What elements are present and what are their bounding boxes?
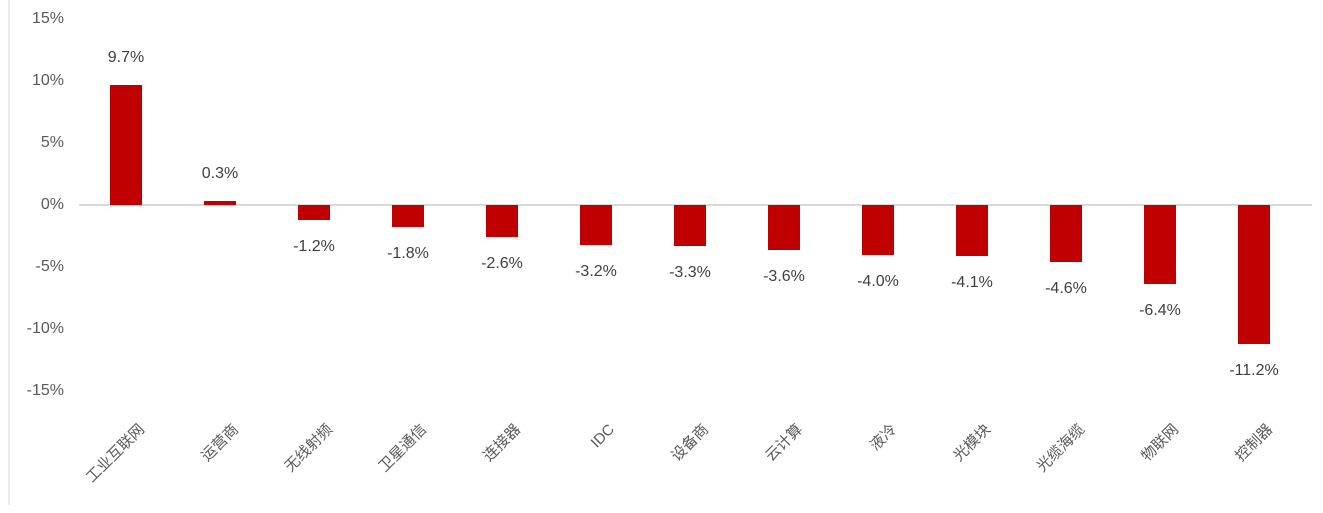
x-axis-category-label: 工业互联网 — [82, 421, 149, 487]
data-label: -4.6% — [1045, 280, 1087, 298]
x-axis-category-label: 卫星通信 — [375, 421, 431, 476]
x-axis-category-label: 液冷 — [866, 421, 901, 455]
y-axis-tick-label: -15% — [26, 382, 64, 399]
bar — [298, 205, 330, 220]
bar — [110, 84, 142, 205]
bar — [1144, 205, 1176, 285]
data-label: -3.6% — [763, 267, 805, 285]
data-label: 0.3% — [201, 165, 239, 183]
bar — [956, 205, 988, 256]
y-axis-tick-label: -5% — [35, 258, 64, 275]
x-axis-category-label: 控制器 — [1232, 421, 1277, 465]
x-axis-category-label: 光模块 — [950, 421, 995, 465]
y-axis-tick-label: 10% — [31, 72, 64, 89]
bar — [674, 205, 706, 246]
x-axis-category-label: 连接器 — [480, 421, 525, 465]
bar — [862, 205, 894, 255]
data-label: 9.7% — [107, 48, 145, 66]
x-axis-category-label: IDC — [587, 421, 619, 452]
data-label: -2.6% — [481, 255, 523, 273]
y-axis-tick-label: -10% — [26, 320, 64, 337]
data-label: -3.3% — [669, 263, 711, 281]
x-axis-category-label: 光缆海缆 — [1033, 421, 1089, 476]
x-axis-category-label: 云计算 — [762, 421, 807, 465]
data-label: -11.2% — [1229, 361, 1279, 379]
bar — [1050, 205, 1082, 263]
y-axis-tick-label: 5% — [40, 134, 64, 151]
bar — [204, 201, 236, 205]
bar — [768, 205, 800, 250]
bar — [486, 205, 518, 238]
y-axis-tick-label: 15% — [31, 10, 64, 27]
bar — [392, 205, 424, 228]
bar — [1238, 205, 1270, 344]
left-edge-line — [8, 0, 10, 505]
data-label: -6.4% — [1139, 302, 1181, 320]
data-label: -1.8% — [387, 245, 429, 263]
y-axis-tick-label: 0% — [40, 196, 64, 213]
x-axis-category-label: 无线射频 — [281, 421, 337, 476]
data-label: -1.2% — [293, 237, 335, 255]
data-label: -3.2% — [575, 262, 617, 280]
x-axis-category-label: 物联网 — [1138, 421, 1183, 465]
x-axis-category-label: 运营商 — [198, 421, 243, 465]
data-label: -4.0% — [857, 272, 899, 290]
data-label: -4.1% — [951, 273, 993, 291]
bar — [580, 205, 612, 245]
x-axis-category-label: 设备商 — [668, 421, 713, 465]
